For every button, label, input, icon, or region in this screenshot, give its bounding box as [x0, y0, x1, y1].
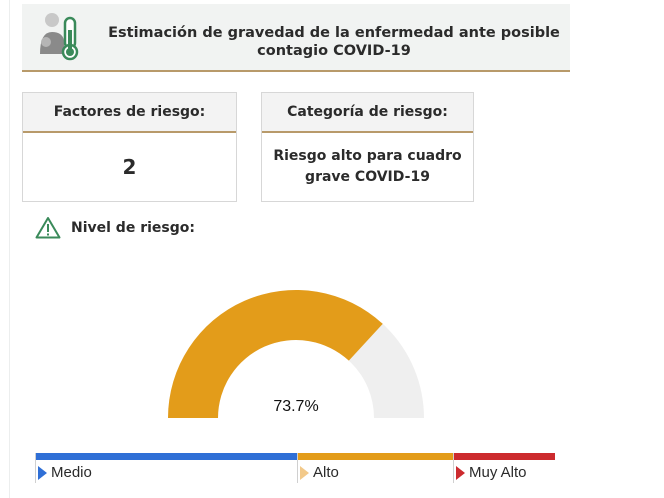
gauge-percentage: 73.7% — [273, 398, 319, 415]
scale-label-alto: Alto — [313, 464, 339, 481]
nivel-section: Nivel de riesgo: — [35, 216, 195, 239]
factores-label: Factores de riesgo: — [23, 93, 236, 133]
gauge-fill — [168, 290, 383, 418]
triangle-marker-icon — [38, 465, 47, 480]
scale-tick — [453, 453, 454, 483]
factores-value: 2 — [122, 155, 137, 179]
scale-bar-medio — [35, 453, 297, 460]
patient-thermometer-icon — [40, 13, 79, 61]
scale-tick — [297, 453, 298, 483]
scale-label-medio: Medio — [51, 464, 92, 481]
triangle-marker-icon — [300, 465, 309, 480]
left-border — [9, 0, 10, 498]
scale-item-muy-alto: Muy Alto — [456, 464, 527, 481]
scale-item-medio: Medio — [38, 464, 92, 481]
triangle-marker-icon — [456, 465, 465, 480]
scale-bar-muy-alto — [453, 453, 555, 460]
categoria-label: Categoría de riesgo: — [262, 93, 473, 133]
risk-gauge — [168, 290, 424, 418]
scale-tick — [35, 453, 36, 483]
categoria-card: Categoría de riesgo: Riesgo alto para cu… — [261, 92, 474, 202]
header-title: Estimación de gravedad de la enfermedad … — [108, 25, 560, 59]
risk-scale: Medio Alto Muy Alto — [35, 453, 555, 483]
scale-bar-alto — [297, 453, 453, 460]
scale-label-muy-alto: Muy Alto — [469, 464, 527, 481]
scale-item-alto: Alto — [300, 464, 339, 481]
header-banner: Estimación de gravedad de la enfermedad … — [22, 4, 570, 72]
factores-card: Factores de riesgo: 2 — [22, 92, 237, 202]
warning-icon — [35, 217, 61, 239]
nivel-label: Nivel de riesgo: — [71, 219, 195, 236]
categoria-value: Riesgo alto para cuadro grave COVID-19 — [273, 148, 462, 185]
